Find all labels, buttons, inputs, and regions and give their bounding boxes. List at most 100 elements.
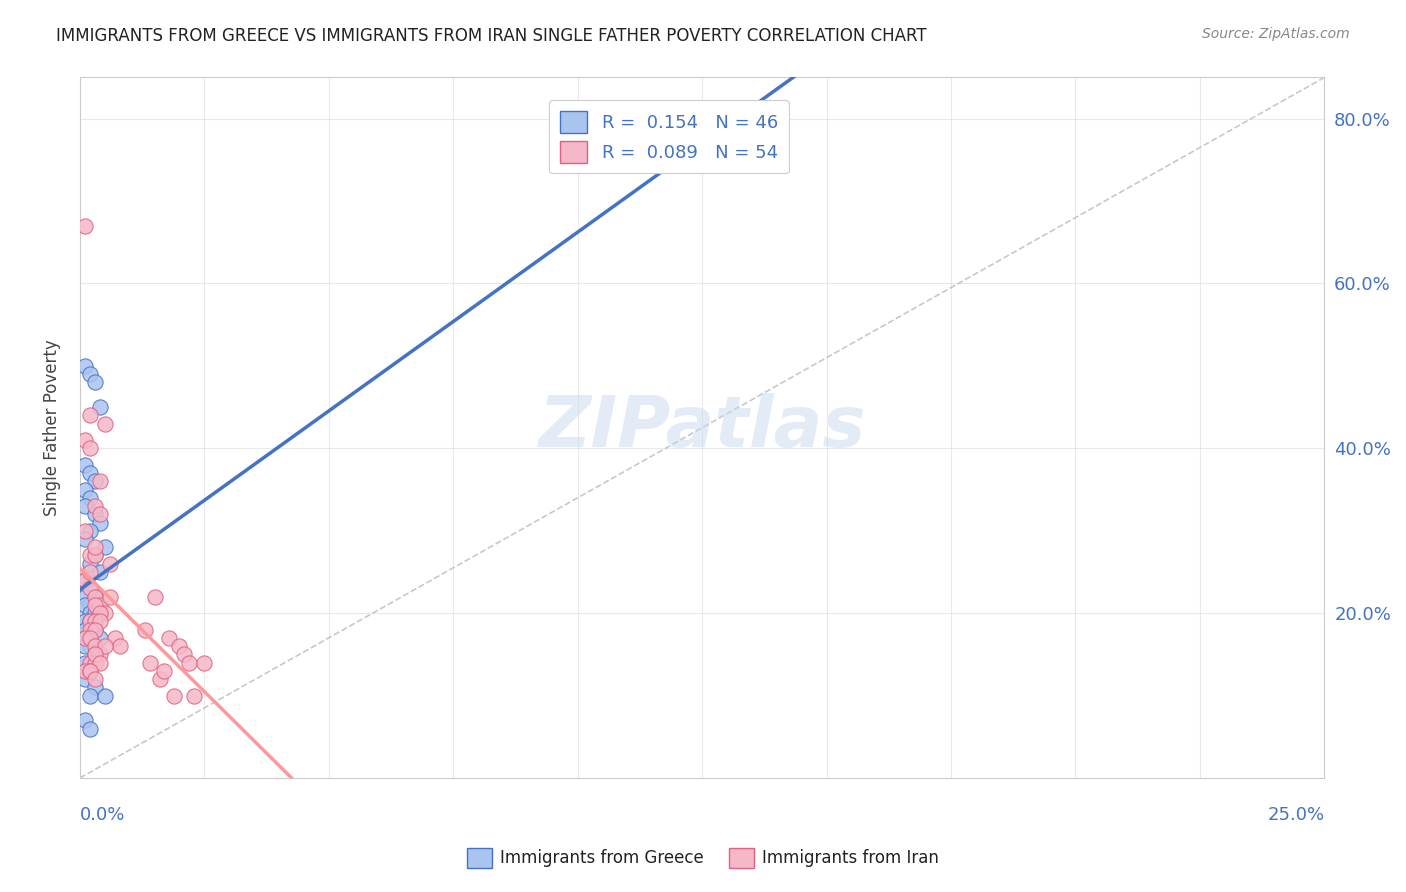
Point: [79, 466, 101, 480]
Point: [79, 549, 101, 563]
Point: [83, 475, 105, 489]
Point: [89, 598, 111, 612]
Point: [193, 656, 215, 670]
Point: [83, 499, 105, 513]
Point: [94, 689, 117, 703]
Text: ZIPatlas: ZIPatlas: [538, 393, 866, 462]
Point: [79, 582, 101, 596]
Point: [89, 648, 111, 662]
Point: [159, 631, 181, 645]
Point: [73, 573, 96, 587]
Point: [98, 590, 121, 604]
Point: [89, 656, 111, 670]
Point: [83, 606, 105, 620]
Point: [89, 606, 111, 620]
Point: [73, 590, 96, 604]
Point: [169, 639, 191, 653]
Point: [79, 656, 101, 670]
Point: [73, 532, 96, 546]
Point: [179, 656, 201, 670]
Point: [83, 590, 105, 604]
Point: [73, 672, 96, 686]
Point: [83, 615, 105, 629]
Point: [73, 664, 96, 678]
Point: [73, 458, 96, 472]
Point: [79, 722, 101, 736]
Point: [143, 590, 166, 604]
Point: [73, 714, 96, 728]
Point: [89, 565, 111, 579]
Point: [79, 615, 101, 629]
Point: [83, 672, 105, 686]
Point: [98, 557, 121, 571]
Point: [73, 656, 96, 670]
Point: [83, 508, 105, 522]
Point: [163, 689, 186, 703]
Y-axis label: Single Father Poverty: Single Father Poverty: [44, 339, 60, 516]
Point: [73, 483, 96, 497]
Point: [94, 606, 117, 620]
Point: [79, 491, 101, 505]
Point: [89, 400, 111, 414]
Point: [89, 475, 111, 489]
Point: [73, 631, 96, 645]
Point: [73, 359, 96, 373]
Point: [89, 615, 111, 629]
Point: [83, 656, 105, 670]
Point: [73, 573, 96, 587]
Point: [83, 639, 105, 653]
Point: [94, 639, 117, 653]
Point: [73, 639, 96, 653]
Point: [73, 524, 96, 538]
Point: [183, 689, 205, 703]
Point: [79, 565, 101, 579]
Point: [79, 409, 101, 423]
Point: [83, 648, 105, 662]
Point: [89, 508, 111, 522]
Point: [79, 664, 101, 678]
Point: [73, 219, 96, 233]
Text: 25.0%: 25.0%: [1267, 806, 1324, 824]
Point: [79, 524, 101, 538]
Point: [108, 639, 131, 653]
Point: [73, 623, 96, 637]
Point: [173, 648, 195, 662]
Point: [83, 549, 105, 563]
Text: Source: ZipAtlas.com: Source: ZipAtlas.com: [1202, 27, 1350, 41]
Point: [73, 631, 96, 645]
Point: [79, 557, 101, 571]
Point: [89, 606, 111, 620]
Point: [79, 631, 101, 645]
Point: [138, 656, 160, 670]
Text: 0.0%: 0.0%: [80, 806, 125, 824]
Legend: R =  0.154   N = 46, R =  0.089   N = 54: R = 0.154 N = 46, R = 0.089 N = 54: [550, 101, 789, 173]
Point: [83, 681, 105, 695]
Point: [79, 623, 101, 637]
Point: [79, 656, 101, 670]
Point: [83, 376, 105, 390]
Point: [79, 615, 101, 629]
Point: [79, 367, 101, 381]
Point: [79, 664, 101, 678]
Point: [134, 623, 156, 637]
Point: [79, 598, 101, 612]
Point: [83, 549, 105, 563]
Point: [79, 606, 101, 620]
Point: [94, 417, 117, 431]
Text: IMMIGRANTS FROM GREECE VS IMMIGRANTS FROM IRAN SINGLE FATHER POVERTY CORRELATION: IMMIGRANTS FROM GREECE VS IMMIGRANTS FRO…: [56, 27, 927, 45]
Point: [79, 664, 101, 678]
Point: [73, 615, 96, 629]
Point: [83, 623, 105, 637]
Point: [83, 590, 105, 604]
Point: [94, 540, 117, 554]
Point: [153, 664, 176, 678]
Point: [79, 639, 101, 653]
Legend: Immigrants from Greece, Immigrants from Iran: Immigrants from Greece, Immigrants from …: [460, 841, 946, 875]
Point: [148, 672, 170, 686]
Point: [73, 433, 96, 447]
Point: [83, 623, 105, 637]
Point: [104, 631, 127, 645]
Point: [83, 540, 105, 554]
Point: [83, 648, 105, 662]
Point: [89, 631, 111, 645]
